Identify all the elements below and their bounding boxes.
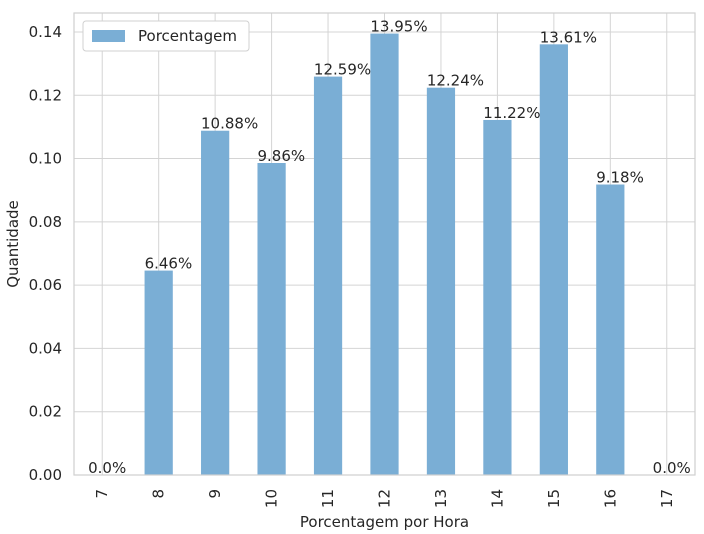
y-tick-label: 0.06 bbox=[29, 276, 62, 294]
x-tick-label: 9 bbox=[206, 489, 224, 499]
x-tick-label: 13 bbox=[432, 489, 450, 508]
x-axis-title: Porcentagem por Hora bbox=[300, 513, 469, 531]
bars bbox=[144, 33, 625, 476]
bar bbox=[539, 44, 568, 476]
y-tick-label: 0.10 bbox=[29, 150, 62, 168]
x-tick-label: 12 bbox=[376, 489, 394, 508]
bar-value-label: 13.61% bbox=[540, 28, 597, 46]
y-tick-label: 0.02 bbox=[29, 403, 62, 421]
bar-value-label: 9.18% bbox=[596, 169, 644, 187]
y-tick-label: 0.12 bbox=[29, 86, 62, 104]
bar bbox=[426, 87, 456, 476]
bar bbox=[144, 270, 173, 475]
x-tick-label: 16 bbox=[601, 489, 619, 508]
x-tick-label: 8 bbox=[150, 489, 168, 499]
legend: Porcentagem bbox=[82, 20, 250, 52]
bar-value-label: 9.86% bbox=[257, 147, 305, 165]
bar bbox=[483, 119, 512, 475]
y-tick-labels: 0.00 0.02 0.04 0.06 0.08 0.10 0.12 0.14 bbox=[29, 23, 62, 484]
x-tick-label: 17 bbox=[658, 489, 676, 508]
x-tick-labels: 7 8 9 10 11 12 13 14 15 16 17 bbox=[93, 489, 676, 508]
x-tick-label: 15 bbox=[545, 489, 563, 508]
bar-value-label: 12.24% bbox=[427, 72, 484, 90]
bar-value-label: 13.95% bbox=[370, 18, 427, 36]
data-labels: 0.0% 6.46% 10.88% 9.86% 12.59% 13.95% 12.24% 11… bbox=[88, 18, 691, 477]
bar-value-label: 12.59% bbox=[314, 61, 371, 79]
x-tick-label: 11 bbox=[319, 489, 337, 508]
bar bbox=[201, 130, 230, 475]
y-tick-label: 0.04 bbox=[29, 339, 62, 357]
bar-value-label: 6.46% bbox=[145, 255, 193, 273]
y-tick-label: 0.00 bbox=[29, 466, 62, 484]
x-tick-label: 14 bbox=[488, 489, 506, 508]
bar-value-label: 10.88% bbox=[201, 115, 258, 133]
bar-value-label: 0.0% bbox=[653, 459, 691, 477]
bar bbox=[596, 184, 625, 475]
bar-value-label: 11.22% bbox=[483, 104, 540, 122]
legend-label: Porcentagem bbox=[138, 27, 237, 45]
bar bbox=[257, 162, 286, 476]
bar bbox=[370, 33, 399, 476]
y-axis-title: Quantidade bbox=[4, 200, 22, 288]
y-tick-label: 0.08 bbox=[29, 213, 62, 231]
y-tick-label: 0.14 bbox=[29, 23, 62, 41]
x-tick-label: 7 bbox=[93, 489, 111, 499]
bar-value-label: 0.0% bbox=[88, 459, 126, 477]
legend-box bbox=[82, 20, 250, 52]
plot-frame bbox=[73, 12, 696, 476]
legend-swatch bbox=[92, 30, 125, 42]
x-tick-label: 10 bbox=[263, 489, 281, 508]
bar bbox=[313, 76, 343, 475]
